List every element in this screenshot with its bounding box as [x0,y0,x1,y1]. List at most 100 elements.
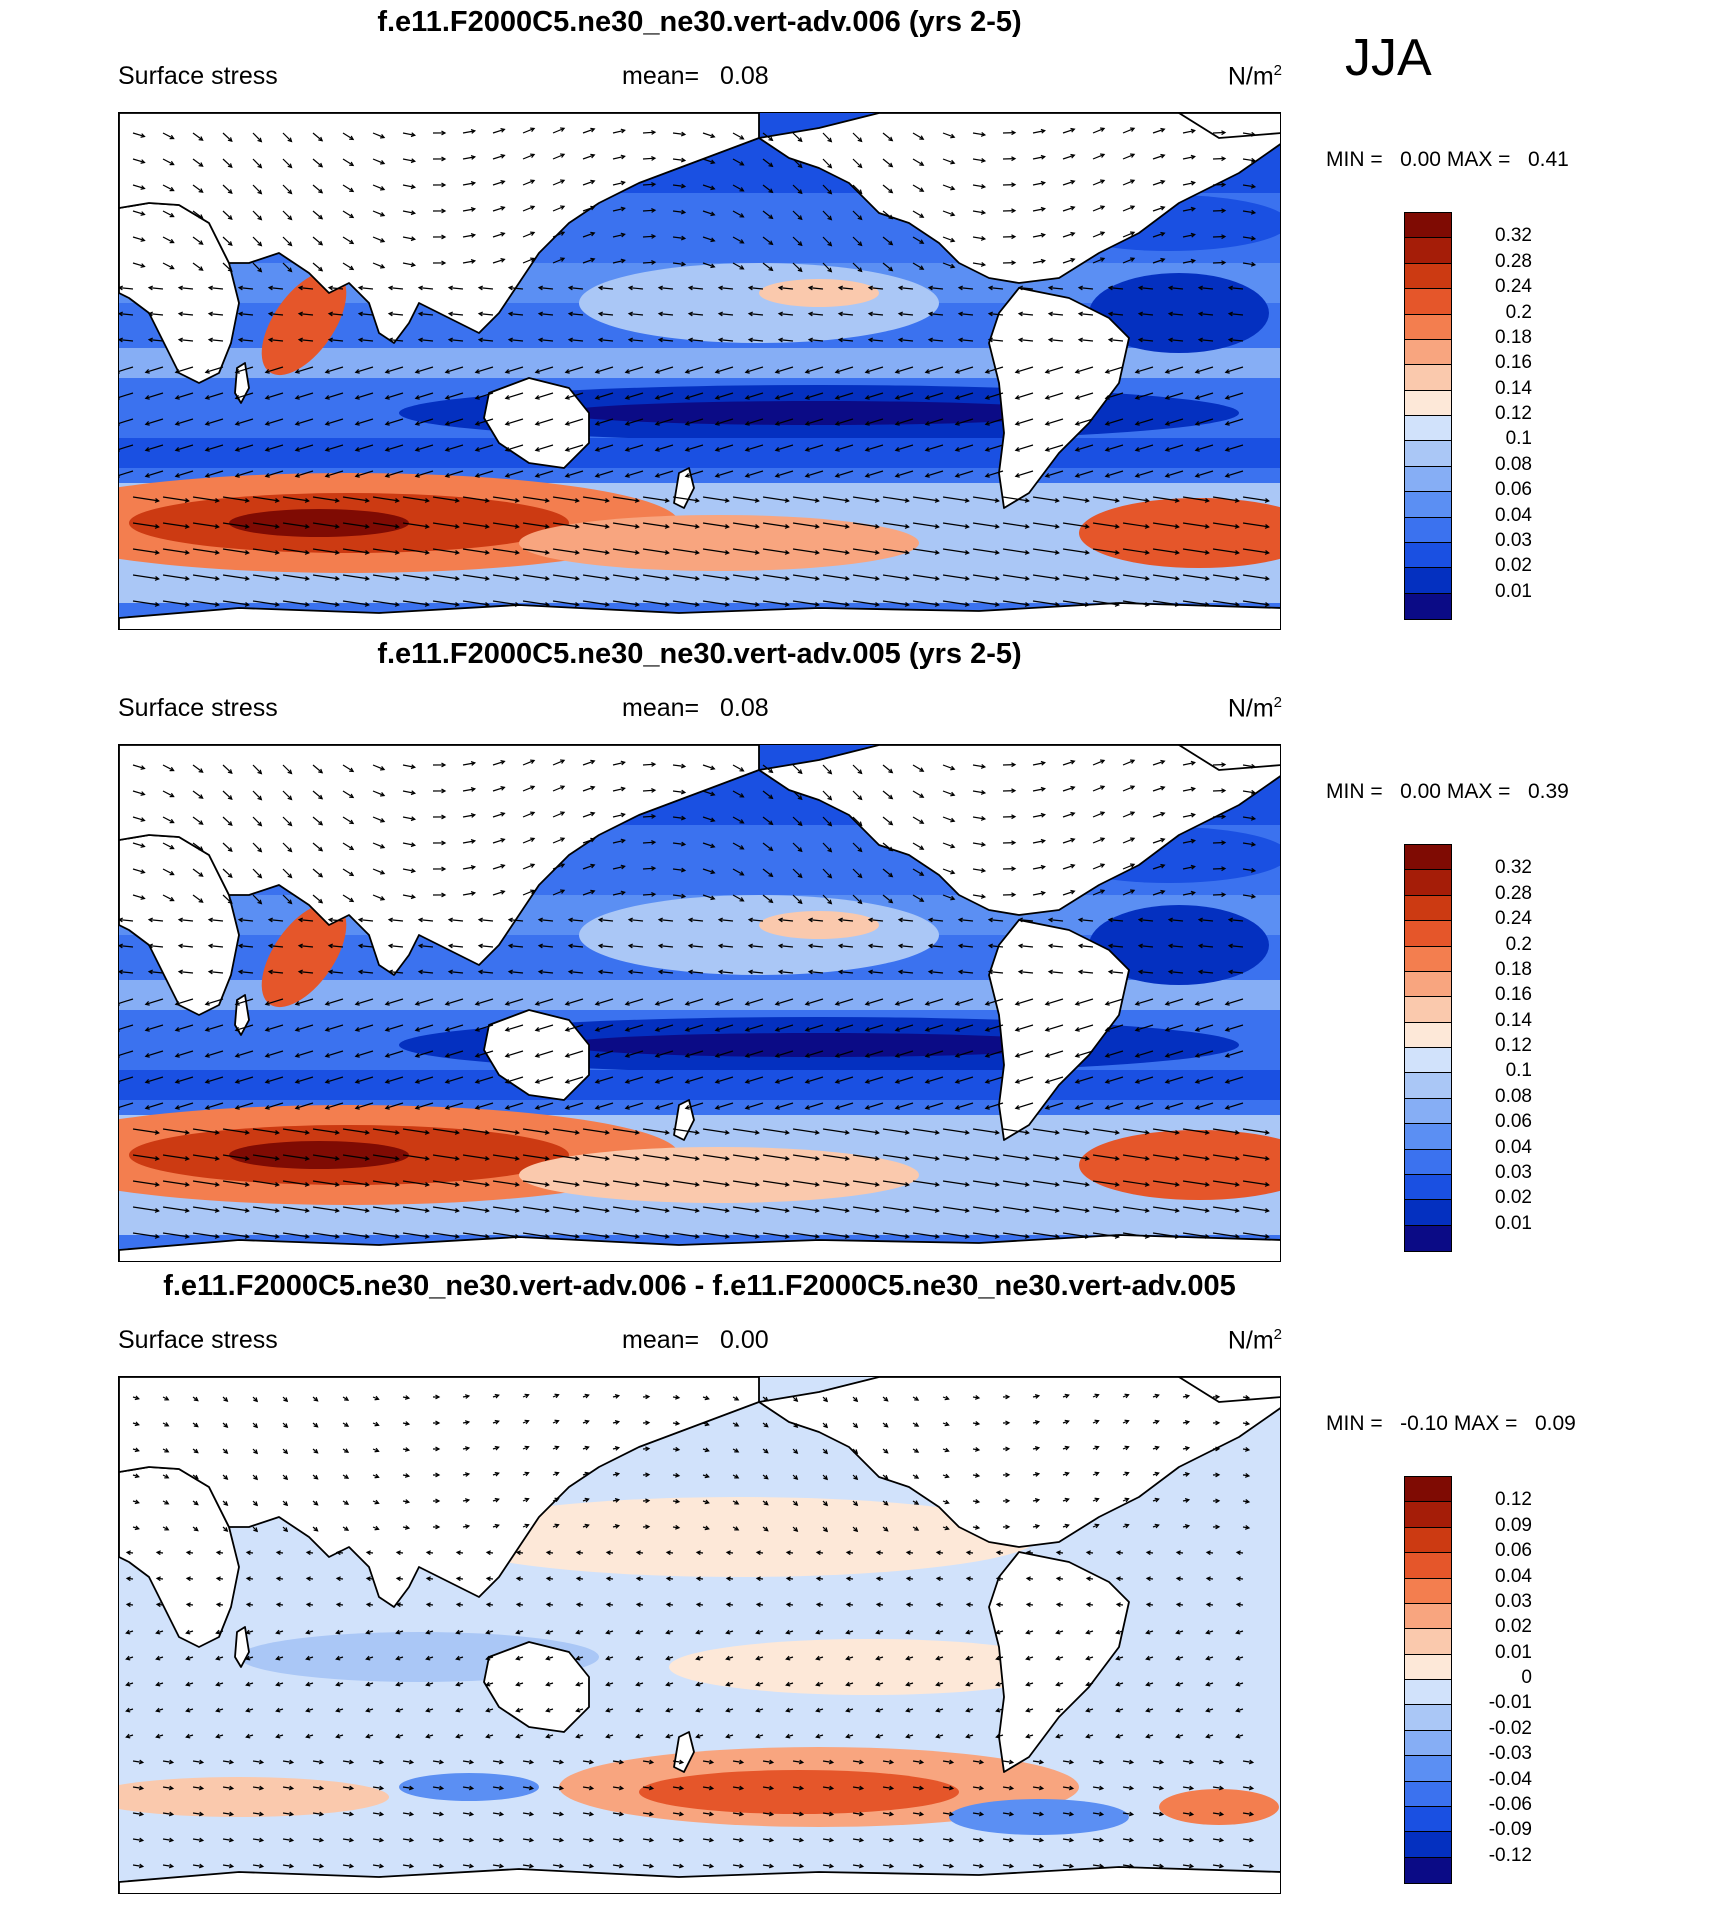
wind-vector [702,210,715,216]
wind-arrowhead [564,395,570,400]
wind-vector [552,1864,563,1868]
wind-vector [462,892,475,896]
wind-arrowhead [335,1733,341,1739]
wind-arrowhead [1130,837,1136,842]
wind-arrowhead [348,1863,355,1869]
wind-vector [685,998,704,1005]
wind-arrowhead [935,1681,941,1687]
wind-arrowhead [584,1445,590,1451]
wind-arrowhead [739,239,745,244]
wind-arrowhead [734,1448,740,1453]
wind-arrowhead [1175,1707,1181,1713]
wind-vector [599,971,614,974]
wind-arrowhead [857,215,863,221]
wind-arrowhead [245,1733,251,1739]
wind-vector [1242,1864,1253,1868]
wind-vector [282,236,292,246]
wind-arrowhead [744,421,750,426]
wind-arrowhead [651,813,657,819]
wind-vector [1212,1128,1239,1134]
landmass [483,1641,590,1733]
wind-arrowhead [234,395,240,400]
wind-arrowhead [934,523,940,529]
wind-vector [1152,574,1179,580]
wind-vector [629,287,644,290]
wind-vector [942,132,955,138]
wind-arrowhead [964,601,970,607]
wind-vector [959,971,974,974]
wind-arrowhead [524,1445,530,1451]
wind-arrowhead [627,337,633,343]
wind-arrowhead [1055,1655,1061,1661]
wind-arrowhead [1174,523,1180,529]
wind-vector [689,339,704,342]
wind-vector [492,522,519,528]
wind-vector [805,418,824,425]
wind-arrowhead [514,523,520,529]
field-band [1089,273,1269,353]
wind-arrowhead [138,1837,145,1843]
wind-arrowhead [777,311,783,317]
wind-vector [595,1102,614,1109]
wind-arrowhead [590,127,596,133]
wind-arrowhead [348,1785,355,1791]
wind-arrowhead [980,763,987,769]
wind-vector [1242,790,1255,794]
wind-arrowhead [500,759,506,765]
wind-arrowhead [684,473,690,478]
wind-arrowhead [944,1421,950,1427]
wind-arrowhead [454,601,460,607]
wind-arrowhead [1014,1105,1020,1110]
wind-arrowhead [618,1837,625,1843]
wind-arrowhead [500,127,506,133]
wind-vector [192,894,203,903]
wind-vector [312,764,323,774]
wind-arrowhead [1115,1681,1121,1687]
wind-arrowhead [590,179,596,185]
wind-arrowhead [797,137,803,143]
wind-arrowhead [198,1837,205,1843]
wind-vector [809,945,824,948]
colorbar-swatch [1405,416,1451,442]
wind-vector [749,313,764,316]
wind-arrowhead [1218,1759,1225,1765]
wind-vector [419,313,434,316]
wind-arrowhead [198,898,204,903]
wind-vector [419,971,434,974]
wind-vector [192,1206,219,1212]
wind-arrowhead [665,1576,671,1582]
wind-vector [1075,1024,1094,1031]
wind-vector [1135,366,1154,373]
colorbar-swatch [1405,1654,1451,1680]
wind-arrowhead [365,1707,371,1713]
wind-arrowhead [1224,369,1230,374]
wind-arrowhead [1134,1105,1140,1110]
wind-vector [642,209,656,212]
wind-arrowhead [994,497,1000,503]
wind-arrowhead [454,1233,460,1239]
wind-vector [265,366,284,373]
wind-arrowhead [1221,892,1227,898]
wind-arrowhead [1250,893,1257,899]
wind-arrowhead [387,969,393,975]
wind-arrowhead [1215,1498,1221,1504]
wind-arrowhead [1077,969,1083,975]
wind-vector [775,470,794,477]
wind-arrowhead [1190,812,1196,818]
wind-vector [1105,366,1124,373]
wind-arrowhead [470,233,477,238]
wind-arrowhead [807,943,813,949]
wind-vector [175,1102,194,1109]
wind-vector [925,1102,944,1109]
wind-arrowhead [384,1027,390,1032]
wind-arrowhead [624,369,630,374]
wind-vector [222,522,249,528]
wind-arrowhead [357,943,363,949]
wind-arrowhead [435,1472,441,1478]
wind-arrowhead [507,285,513,291]
wind-vector [715,1024,734,1031]
wind-arrowhead [1124,1471,1130,1477]
wind-vector [509,945,524,948]
wind-arrowhead [558,1837,565,1843]
wind-vector [1062,1232,1089,1238]
